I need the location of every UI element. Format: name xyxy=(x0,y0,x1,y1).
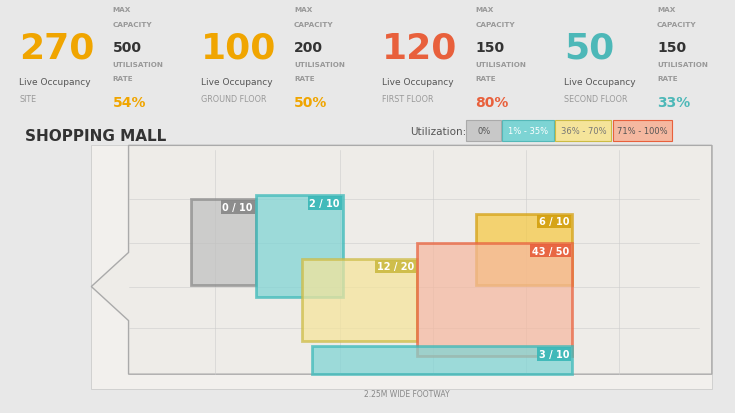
Text: Live Occupancy: Live Occupancy xyxy=(382,78,454,87)
Text: 1% - 35%: 1% - 35% xyxy=(508,127,548,136)
Text: 200: 200 xyxy=(294,41,323,55)
Text: 0%: 0% xyxy=(477,127,490,136)
Text: 33%: 33% xyxy=(657,96,690,110)
Text: UTILISATION: UTILISATION xyxy=(294,62,345,68)
Text: Live Occupancy: Live Occupancy xyxy=(19,78,91,87)
Text: SECOND FLOOR: SECOND FLOOR xyxy=(564,95,627,104)
Bar xyxy=(302,259,417,342)
Text: 71% - 100%: 71% - 100% xyxy=(617,127,667,136)
Text: 120: 120 xyxy=(382,31,458,65)
Text: RATE: RATE xyxy=(657,76,678,82)
Text: 6 / 10: 6 / 10 xyxy=(539,217,570,227)
Text: SITE: SITE xyxy=(19,95,36,104)
Text: MAX: MAX xyxy=(476,7,494,13)
Text: 270: 270 xyxy=(19,31,95,65)
Bar xyxy=(417,243,573,356)
Text: CAPACITY: CAPACITY xyxy=(112,22,152,28)
Text: UTILISATION: UTILISATION xyxy=(657,62,708,68)
Text: 100: 100 xyxy=(201,31,276,65)
Text: 43 / 50: 43 / 50 xyxy=(532,246,570,256)
Text: MAX: MAX xyxy=(294,7,312,13)
Bar xyxy=(476,214,573,286)
Text: 150: 150 xyxy=(476,41,505,55)
Text: 50: 50 xyxy=(564,31,614,65)
Text: 500: 500 xyxy=(112,41,141,55)
Text: FIRST FLOOR: FIRST FLOOR xyxy=(382,95,434,104)
Text: CAPACITY: CAPACITY xyxy=(476,22,515,28)
Text: GROUND FLOOR: GROUND FLOOR xyxy=(201,95,266,104)
Bar xyxy=(256,196,343,298)
Text: UTILISATION: UTILISATION xyxy=(476,62,526,68)
Bar xyxy=(467,121,501,142)
Text: 3 / 10: 3 / 10 xyxy=(539,349,570,359)
Text: 2 / 10: 2 / 10 xyxy=(309,199,340,209)
Text: Live Occupancy: Live Occupancy xyxy=(564,78,636,87)
Text: Live Occupancy: Live Occupancy xyxy=(201,78,273,87)
Bar xyxy=(613,121,672,142)
Text: MAX: MAX xyxy=(657,7,675,13)
Text: RATE: RATE xyxy=(476,76,496,82)
Text: 150: 150 xyxy=(657,41,686,55)
Bar xyxy=(190,199,256,286)
Text: 54%: 54% xyxy=(112,96,146,110)
Text: 0 / 10: 0 / 10 xyxy=(223,202,253,212)
Bar xyxy=(312,347,573,374)
Text: CAPACITY: CAPACITY xyxy=(294,22,334,28)
Bar xyxy=(502,121,554,142)
Text: 12 / 20: 12 / 20 xyxy=(377,262,415,272)
Bar xyxy=(91,146,711,389)
Text: 50%: 50% xyxy=(294,96,327,110)
Text: RATE: RATE xyxy=(294,76,315,82)
Text: SHOPPING MALL: SHOPPING MALL xyxy=(24,129,166,144)
Polygon shape xyxy=(91,146,711,374)
Text: 80%: 80% xyxy=(476,96,509,110)
Text: 2.25M WIDE FOOTWAY: 2.25M WIDE FOOTWAY xyxy=(364,389,450,398)
Text: RATE: RATE xyxy=(112,76,133,82)
Text: Utilization:: Utilization: xyxy=(411,127,467,137)
Text: MAX: MAX xyxy=(112,7,131,13)
Text: 36% - 70%: 36% - 70% xyxy=(561,127,606,136)
Text: UTILISATION: UTILISATION xyxy=(112,62,163,68)
Bar xyxy=(556,121,612,142)
Text: CAPACITY: CAPACITY xyxy=(657,22,697,28)
